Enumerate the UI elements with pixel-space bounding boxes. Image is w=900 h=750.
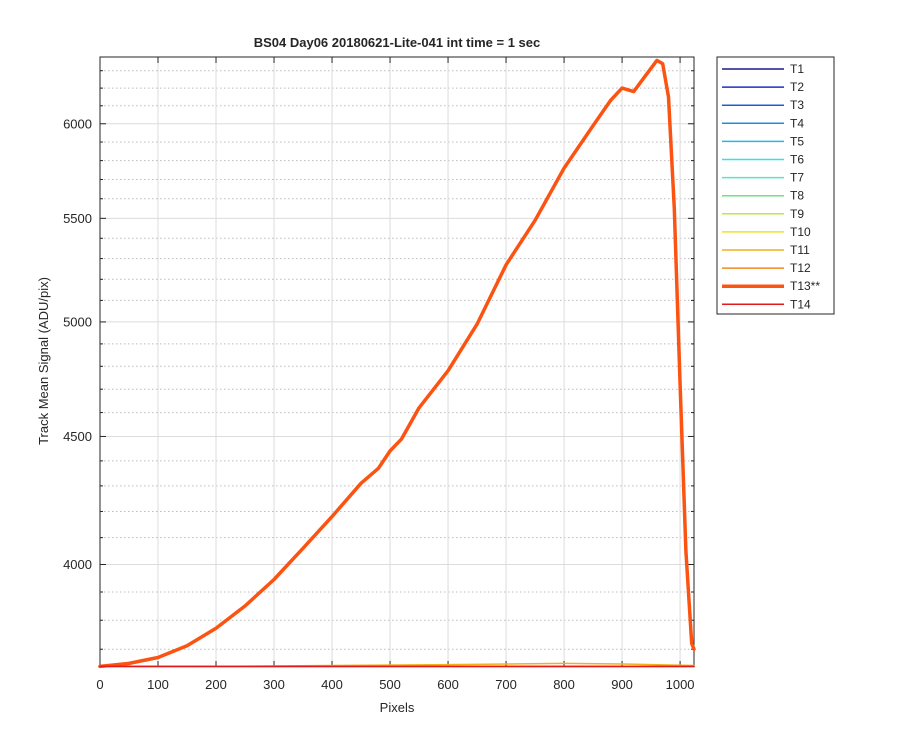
x-tick-label: 300 [263, 677, 285, 692]
legend-label: T1 [790, 62, 804, 76]
x-tick-label: 800 [553, 677, 575, 692]
legend-label: T8 [790, 189, 804, 203]
series-line-t13 [98, 58, 696, 669]
x-tick-label: 100 [147, 677, 169, 692]
series-group [98, 58, 696, 669]
legend-label: T5 [790, 134, 804, 148]
legend-label: T10 [790, 225, 811, 239]
legend-label: T3 [790, 98, 804, 112]
legend-label: T2 [790, 80, 804, 94]
legend-label: T7 [790, 171, 804, 185]
legend-label: T14 [790, 297, 811, 311]
legend-label: T11 [790, 243, 810, 257]
y-axis-label: Track Mean Signal (ADU/pix) [36, 277, 51, 445]
y-tick-label: 5500 [63, 211, 92, 226]
x-tick-label: 0 [96, 677, 103, 692]
legend-label: T9 [790, 207, 804, 221]
x-tick-label: 600 [437, 677, 459, 692]
x-tick-label: 500 [379, 677, 401, 692]
legend-label: T12 [790, 261, 811, 275]
x-axis-label: Pixels [380, 700, 415, 715]
x-tick-label: 900 [611, 677, 633, 692]
y-tick-label: 5000 [63, 314, 92, 329]
x-tick-label: 400 [321, 677, 343, 692]
x-tick-label: 700 [495, 677, 517, 692]
legend: T1 T2 T3 T4 T5 T6 T7 T8 T9 T10 T11 T12 T13** T14 [716, 56, 835, 315]
chart-title: BS04 Day06 20180621-Lite-041 int time = … [254, 35, 541, 50]
legend-label: T4 [790, 116, 804, 130]
legend-label: T6 [790, 153, 804, 167]
y-tick-label: 6000 [63, 116, 92, 131]
x-tick-label: 1000 [666, 677, 695, 692]
y-tick-label: 4000 [63, 557, 92, 572]
x-tick-label: 200 [205, 677, 227, 692]
legend-box [716, 56, 835, 315]
axis-ticks: 0 100 200 300 400 500 600 700 800 900 1000 4000 4500… [63, 57, 695, 692]
y-tick-label: 4500 [63, 429, 92, 444]
legend-label: T13** [790, 279, 820, 293]
